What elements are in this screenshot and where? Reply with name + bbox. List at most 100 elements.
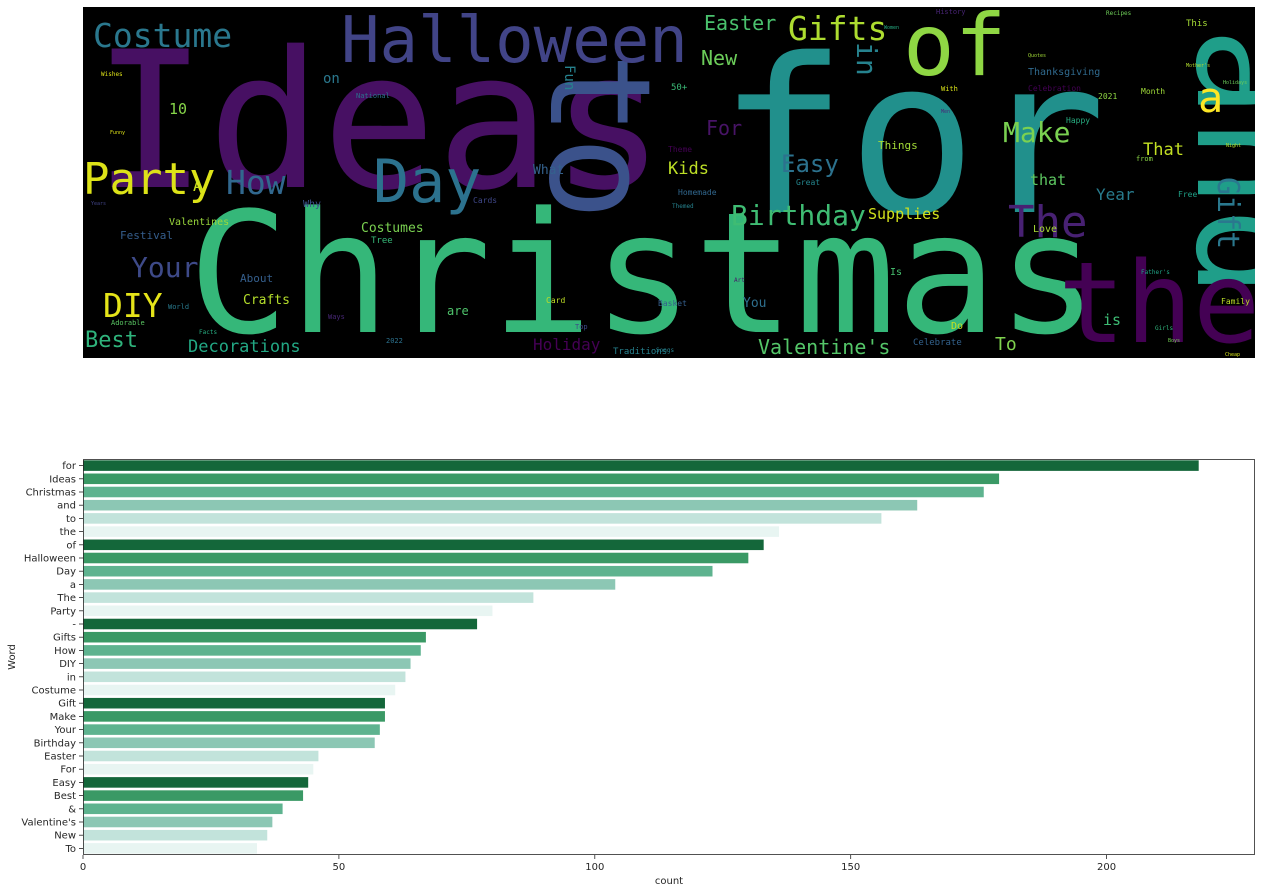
cloud-word-from: from xyxy=(1136,155,1153,163)
cloud-word-things: Things xyxy=(878,139,918,152)
cloud-word-top: Top xyxy=(575,323,588,331)
y-tick-label-easter: Easter xyxy=(44,752,77,763)
cloud-word-year: Year xyxy=(1096,185,1135,204)
cloud-word-is: is xyxy=(1103,311,1121,329)
bar-new xyxy=(83,829,268,841)
cloud-word-diy: DIY xyxy=(103,286,163,325)
cloud-word-cheap: Cheap xyxy=(1225,352,1240,358)
plot-area xyxy=(83,459,1255,855)
cloud-word-valentines: Valentines xyxy=(169,217,229,228)
y-tick-label-your: Your xyxy=(54,725,77,736)
x-tick-label-200: 200 xyxy=(1097,862,1116,873)
bar-make xyxy=(83,711,385,722)
cloud-word-men: Men xyxy=(941,109,950,115)
cloud-word-crafts: Crafts xyxy=(243,293,290,308)
cloud-word-for: for xyxy=(718,12,1106,263)
bar-ideas xyxy=(83,473,1000,485)
bar-of xyxy=(83,539,764,551)
cloud-word-50: 50+ xyxy=(671,83,688,93)
cloud-word-father-s: Father's xyxy=(1141,269,1170,276)
cloud-word-years: Years xyxy=(91,201,106,207)
x-tick-label-0: 0 xyxy=(80,862,86,873)
cloud-word-christmas: Christmas xyxy=(188,176,1098,358)
cloud-word-national: National xyxy=(356,92,390,100)
bar-costume xyxy=(83,684,396,696)
x-axis-label: count xyxy=(655,876,683,887)
cloud-word-gifts: Gifts xyxy=(788,9,887,48)
cloud-word-best: Best xyxy=(85,328,138,353)
cloud-word-celebrate: Celebrate xyxy=(913,338,962,348)
cloud-word-that: that xyxy=(1030,171,1066,189)
cloud-word-adorable: Adorable xyxy=(111,319,145,327)
y-tick-label-best: Best xyxy=(54,791,76,802)
bar-party xyxy=(83,605,493,617)
cloud-word-great: Great xyxy=(796,178,820,187)
cloud-word-10: 10 xyxy=(169,100,187,118)
cloud-word-recipes: Recipes xyxy=(1106,10,1132,17)
cloud-word-easter: Easter xyxy=(704,11,776,35)
cloud-word-tree: Tree xyxy=(371,236,393,246)
y-tick-label-to: to xyxy=(66,514,76,525)
cloud-word-make: Make xyxy=(1003,116,1070,149)
cloud-word-a: a xyxy=(1198,73,1223,122)
cloud-word-card: Card xyxy=(546,296,565,305)
cloud-word-to: To xyxy=(995,334,1017,355)
bar-valentine-s xyxy=(83,816,273,828)
bar-halloween xyxy=(83,552,749,564)
y-tick-label-new: New xyxy=(54,831,76,842)
y-axis-label: Word xyxy=(7,644,18,670)
bar-easy xyxy=(83,777,309,788)
cloud-word-night: Night xyxy=(1226,143,1241,149)
y-tick-label-easy: Easy xyxy=(52,778,76,789)
x-tick-label-150: 150 xyxy=(841,862,860,873)
cloud-word-cards: Cards xyxy=(473,196,497,205)
bar-and xyxy=(83,499,918,511)
cloud-word-costume: Costume xyxy=(93,16,232,55)
cloud-word-songs: Songs xyxy=(656,347,674,354)
bar-how xyxy=(83,645,421,656)
cloud-word-funny: Funny xyxy=(110,130,125,136)
cloud-word-that: That xyxy=(1143,140,1184,160)
y-tick-label-how: How xyxy=(54,646,76,657)
cloud-word-day: Day xyxy=(373,147,481,217)
word-cloud-background xyxy=(83,7,1255,358)
bar-to xyxy=(83,843,258,854)
bar-birthday xyxy=(83,737,375,749)
y-tick-label-day: Day xyxy=(56,567,76,578)
cloud-word-decorations: Decorations xyxy=(188,337,301,357)
bar-the xyxy=(83,526,780,537)
cloud-word-happy: Happy xyxy=(1066,116,1090,125)
cloud-word-in: in xyxy=(850,42,883,76)
y-tick-label-in: in xyxy=(67,672,76,683)
cloud-word-and: and xyxy=(1162,27,1255,298)
cloud-word-supplies: Supplies xyxy=(868,205,940,223)
y-tick-label-for: for xyxy=(62,461,77,472)
bar-in xyxy=(83,671,406,683)
y-tick-label-for: For xyxy=(60,765,77,776)
bar-easter xyxy=(83,750,319,762)
y-tick-label-make: Make xyxy=(50,712,76,723)
y-tick-label-christmas: Christmas xyxy=(26,488,76,499)
cloud-word-to: to xyxy=(517,52,680,221)
cloud-word-the: the xyxy=(1058,239,1255,358)
cloud-word-quotes: Quotes xyxy=(1028,53,1046,59)
cloud-word-world: World xyxy=(168,303,189,311)
y-tick-label-symbol-12: - xyxy=(72,620,76,631)
cloud-word-why: Why xyxy=(303,199,321,210)
cloud-word-2021: 2021 xyxy=(1098,92,1117,101)
y-tick-label-a: a xyxy=(70,580,76,591)
cloud-word-wishes: Wishes xyxy=(101,71,123,78)
cloud-word-costumes: Costumes xyxy=(361,221,424,236)
y-tick-label-to: To xyxy=(64,844,76,855)
y-tick-label-birthday: Birthday xyxy=(34,738,76,749)
bar-to xyxy=(83,513,882,524)
cloud-word-what: What xyxy=(533,163,564,178)
plot-frame xyxy=(83,459,1255,855)
cloud-word-the: The xyxy=(1008,197,1087,248)
y-tick-label-gift: Gift xyxy=(58,699,76,710)
cloud-word-how: How xyxy=(226,163,286,202)
cloud-word-ideas: Ideas xyxy=(93,11,665,232)
